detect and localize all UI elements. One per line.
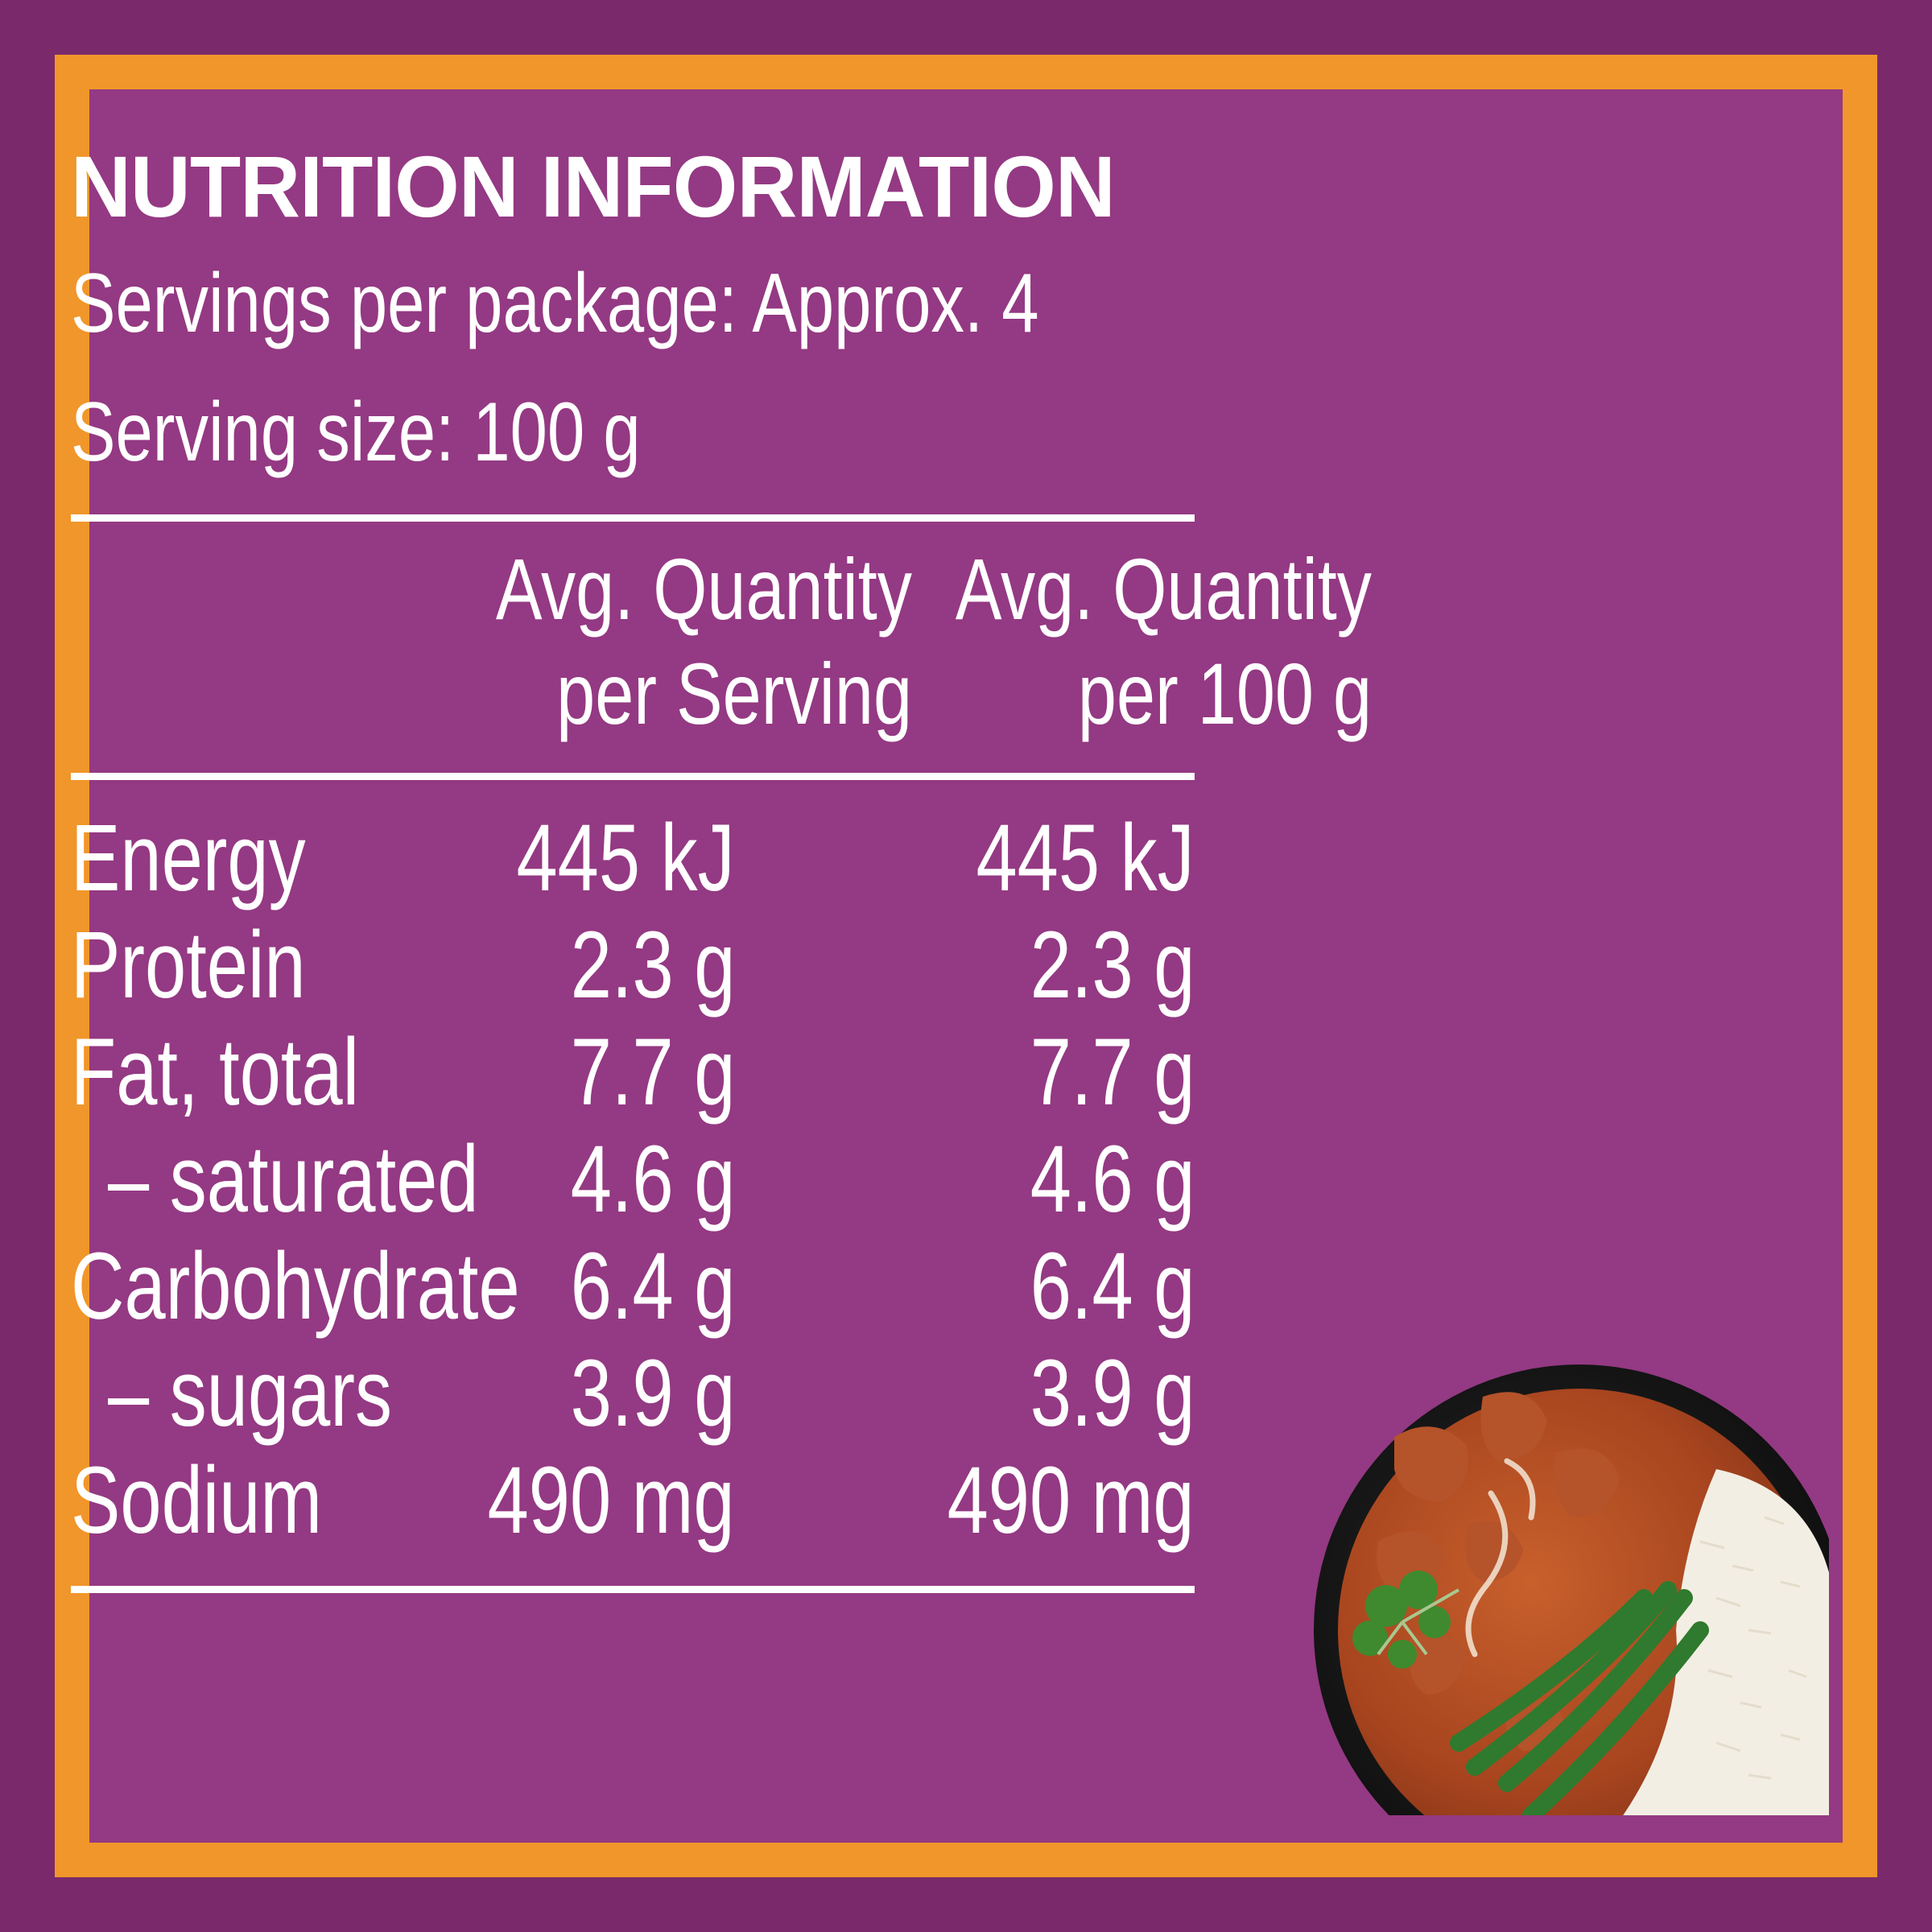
table-row: Fat, total 7.7 g 7.7 g xyxy=(71,1019,1195,1126)
row-value-per-serving: 6.4 g xyxy=(570,1233,735,1340)
row-value-per-serving: 4.6 g xyxy=(570,1126,735,1232)
header-divider xyxy=(71,773,1195,780)
coriander-stems xyxy=(1377,1588,1459,1656)
row-value-per-100g: 7.7 g xyxy=(1030,1019,1195,1125)
cream-swirl xyxy=(1465,1458,1536,1657)
green-beans xyxy=(1450,1581,1709,1815)
nutrition-table: Energy 445 kJ 445 kJ Protein 2.3 g 2.3 g… xyxy=(71,805,1195,1554)
serving-size: Serving size: 100 g xyxy=(71,386,641,479)
servings-per-package: Servings per package: Approx. 4 xyxy=(71,257,1039,350)
row-value-per-serving: 2.3 g xyxy=(570,912,735,1018)
dish-group xyxy=(1314,1364,1829,1815)
top-divider xyxy=(71,514,1195,522)
curry-dish-image xyxy=(1314,1364,1829,1815)
column-header-per-100g: Avg. Quantity per 100 g xyxy=(921,537,1372,746)
row-label: – sugars xyxy=(108,1340,393,1447)
row-value-per-100g: 6.4 g xyxy=(1030,1233,1195,1340)
column-header-per-100g-line1: Avg. Quantity xyxy=(955,540,1372,638)
row-label: Carbohydrate xyxy=(71,1233,520,1340)
column-header-per-serving-line2: per Serving xyxy=(556,645,912,742)
row-value-per-serving: 3.9 g xyxy=(570,1340,735,1447)
row-value-per-100g: 2.3 g xyxy=(1030,912,1195,1018)
column-header-per-serving: Avg. Quantity per Serving xyxy=(461,537,912,746)
table-row: Carbohydrate 6.4 g 6.4 g xyxy=(71,1233,1195,1340)
row-label: – saturated xyxy=(108,1126,479,1232)
column-header-per-100g-line2: per 100 g xyxy=(1077,645,1372,742)
rice-texture xyxy=(1699,1516,1807,1780)
bottom-divider xyxy=(71,1586,1195,1593)
table-row: Energy 445 kJ 445 kJ xyxy=(71,805,1195,912)
panel-title: NUTRITION INFORMATION xyxy=(71,138,1116,235)
row-label: Energy xyxy=(71,805,306,911)
coriander-garnish xyxy=(1352,1571,1451,1669)
rice xyxy=(1623,1469,1829,1815)
row-label: Protein xyxy=(71,912,306,1018)
table-row: Sodium 490 mg 490 mg xyxy=(71,1447,1195,1554)
table-row: – sugars 3.9 g 3.9 g xyxy=(71,1340,1195,1447)
table-row: – saturated 4.6 g 4.6 g xyxy=(71,1126,1195,1233)
row-label: Fat, total xyxy=(71,1019,360,1125)
row-label: Sodium xyxy=(71,1447,323,1554)
column-header-per-serving-line1: Avg. Quantity xyxy=(495,540,912,638)
row-value-per-100g: 490 mg xyxy=(947,1447,1195,1554)
row-value-per-serving: 7.7 g xyxy=(570,1019,735,1125)
table-row: Protein 2.3 g 2.3 g xyxy=(71,912,1195,1019)
row-value-per-100g: 3.9 g xyxy=(1030,1340,1195,1447)
row-value-per-100g: 4.6 g xyxy=(1030,1126,1195,1232)
row-value-per-serving: 490 mg xyxy=(487,1447,735,1554)
row-value-per-serving: 445 kJ xyxy=(516,805,735,911)
row-value-per-100g: 445 kJ xyxy=(976,805,1195,911)
